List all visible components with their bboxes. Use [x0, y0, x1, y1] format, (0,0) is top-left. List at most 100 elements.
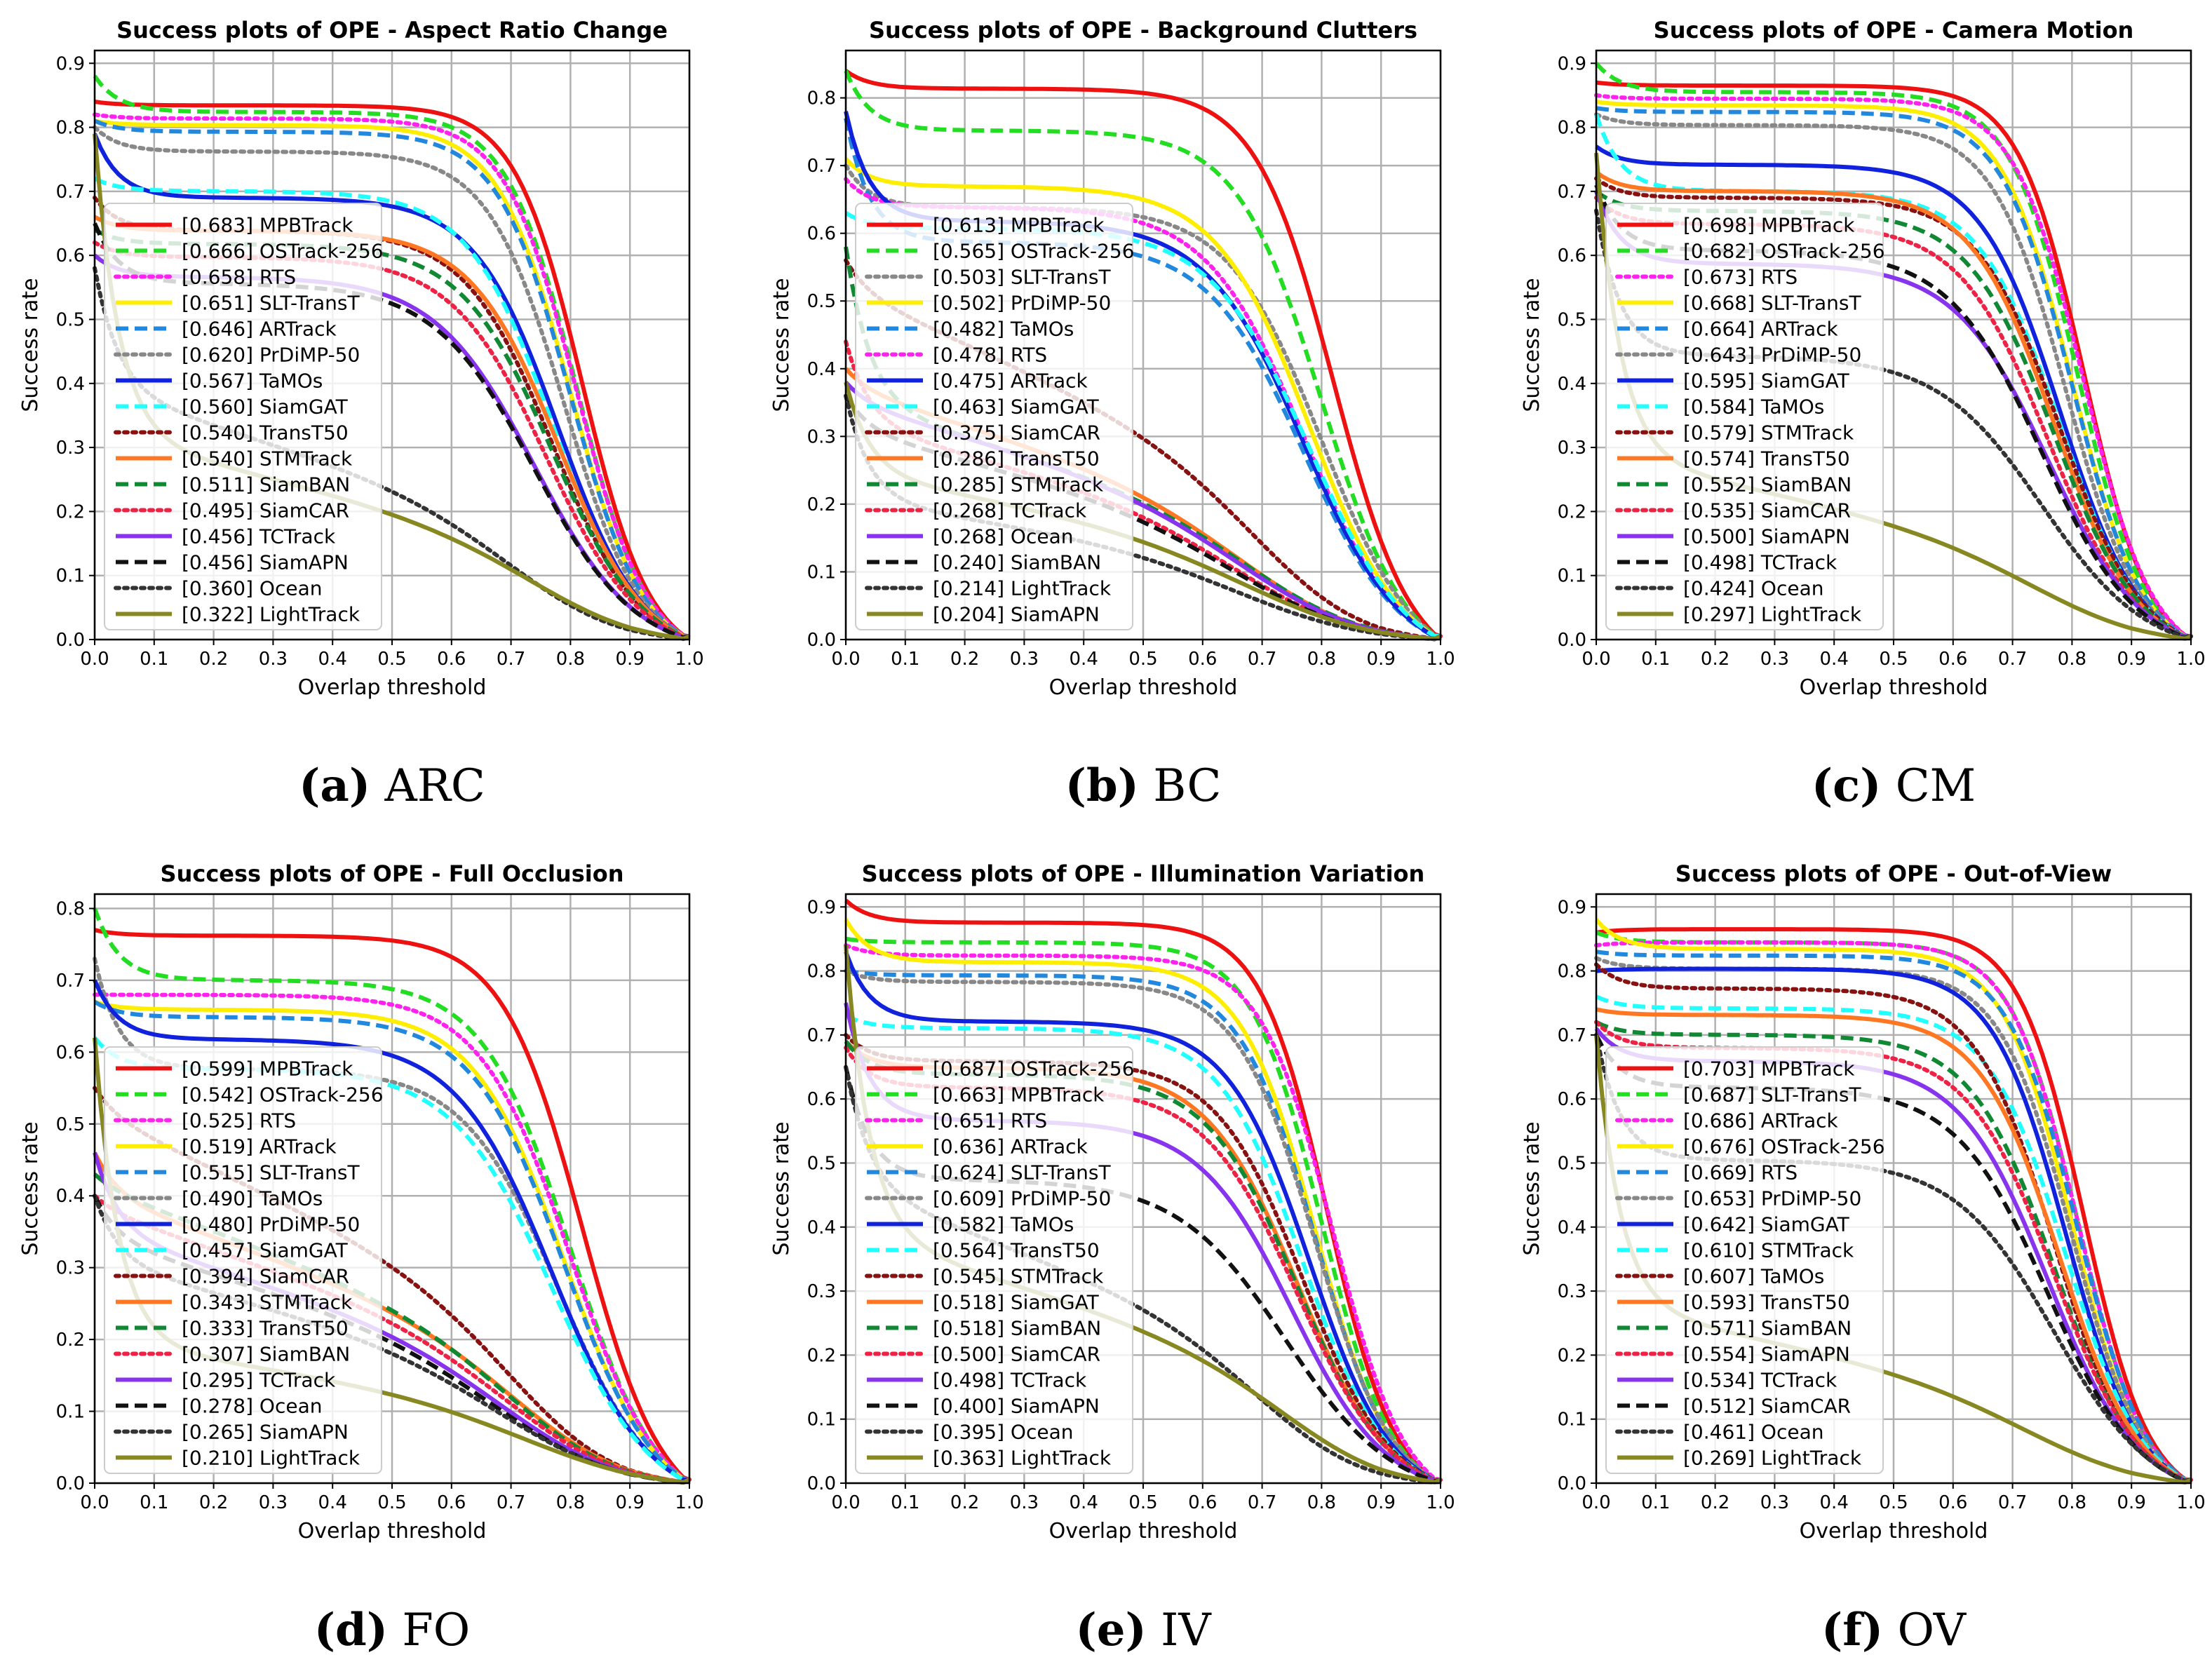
x-tick-label: 0.1	[1641, 1492, 1670, 1513]
legend-item: [0.503] SLT-TransT	[865, 266, 1111, 289]
legend-item: [0.554] SiamAPN	[1615, 1343, 1850, 1366]
x-tick-label: 0.5	[1128, 649, 1157, 670]
series-line-mpbtrack	[94, 100, 690, 639]
legend-label: [0.268] Ocean	[933, 525, 1073, 548]
legend-item: [0.210] LightTrack	[116, 1447, 360, 1470]
legend-item: [0.395] Ocean	[865, 1421, 1073, 1444]
y-tick-label: 0.3	[1558, 1281, 1586, 1302]
legend-item: [0.698] MPBTrack	[1617, 214, 1855, 237]
legend-item: [0.322] LightTrack	[116, 603, 360, 626]
y-tick-label: 0.0	[807, 1473, 836, 1494]
caption-text: OV	[1883, 1604, 1967, 1656]
legend-label: [0.673] RTS	[1683, 266, 1798, 289]
legend-label: [0.375] SiamCAR	[933, 421, 1100, 445]
y-tick-label: 0.8	[1558, 961, 1586, 982]
subfigure-caption: (a) ARC	[299, 759, 485, 812]
caption-letter: (d)	[314, 1604, 388, 1656]
chart-title: Success plots of OPE - Aspect Ratio Chan…	[116, 17, 668, 43]
legend-item: [0.498] TCTrack	[867, 1369, 1087, 1392]
legend-label: [0.278] Ocean	[182, 1395, 322, 1418]
legend-label: [0.642] SiamGAT	[1683, 1213, 1850, 1236]
x-tick-label: 0.9	[616, 1492, 645, 1513]
x-tick-label: 0.7	[1998, 1492, 2027, 1513]
legend-item: [0.669] RTS	[1617, 1161, 1798, 1184]
legend-label: [0.540] TransT50	[182, 421, 349, 445]
x-axis-label: Overlap threshold	[1049, 1519, 1238, 1543]
series-lines	[1594, 918, 2193, 1485]
x-tick-label: 0.5	[1128, 1492, 1157, 1513]
legend-item: [0.463] SiamGAT	[867, 396, 1100, 419]
legend-item: [0.482] TaMOs	[867, 318, 1074, 341]
legend-label: [0.461] Ocean	[1683, 1421, 1823, 1444]
legend-item: [0.535] SiamCAR	[1615, 499, 1851, 522]
legend-item: [0.295] TCTrack	[116, 1369, 336, 1392]
x-tick-label: 1.0	[2176, 1492, 2205, 1513]
legend-item: [0.333] TransT50	[116, 1317, 349, 1340]
legend-box	[104, 1046, 382, 1474]
legend-item: [0.515] SLT-TransT	[116, 1161, 360, 1184]
legend-item: [0.676] OSTrack-256	[1617, 1135, 1885, 1158]
y-tick-label: 0.6	[56, 245, 85, 266]
series-line-stmtrack	[1594, 176, 2193, 640]
legend-box	[1605, 203, 1884, 630]
legend-item: [0.478] RTS	[865, 344, 1047, 367]
y-tick-label: 0.6	[56, 1042, 85, 1063]
legend-label: [0.636] ARTrack	[933, 1135, 1088, 1158]
legend-label: [0.599] MPBTrack	[182, 1057, 353, 1081]
legend-item: [0.204] SiamAPN	[867, 603, 1100, 626]
legend-item: [0.534] TCTrack	[1617, 1369, 1837, 1392]
legend-item: [0.545] STMTrack	[865, 1265, 1104, 1288]
y-tick-label: 0.4	[807, 359, 836, 380]
legend-label: [0.395] Ocean	[933, 1421, 1073, 1444]
legend-label: [0.584] TaMOs	[1683, 396, 1824, 419]
legend-label: [0.394] SiamCAR	[182, 1265, 349, 1288]
legend-item: [0.540] STMTrack	[116, 447, 353, 471]
legend-item: [0.480] PrDiMP-50	[116, 1213, 360, 1236]
x-tick-label: 0.0	[1582, 649, 1610, 670]
x-tick-label: 0.0	[80, 649, 109, 670]
series-line-rts	[93, 112, 692, 639]
legend-label: [0.503] SLT-TransT	[933, 266, 1111, 289]
series-line-tamos	[93, 133, 690, 639]
legend-item: [0.461] Ocean	[1615, 1421, 1823, 1444]
legend-label: [0.686] ARTrack	[1683, 1109, 1839, 1133]
y-tick-label: 0.4	[1558, 374, 1586, 395]
y-tick-label: 0.7	[807, 156, 836, 177]
y-tick-label: 0.7	[56, 971, 85, 992]
legend-item: [0.651] SLT-TransT	[116, 292, 360, 315]
legend: [0.599] MPBTrack[0.542] OSTrack-256[0.52…	[104, 1046, 384, 1474]
legend-label: [0.511] SiamBAN	[182, 473, 350, 496]
legend-item: [0.278] Ocean	[116, 1395, 322, 1418]
legend-item: [0.500] SiamCAR	[865, 1343, 1100, 1366]
series-line-prdimp-50	[844, 968, 1443, 1482]
x-tick-label: 0.2	[199, 649, 228, 670]
y-tick-label: 0.5	[56, 1114, 85, 1135]
legend-label: [0.582] TaMOs	[933, 1213, 1074, 1236]
x-tick-label: 0.8	[1307, 649, 1336, 670]
legend: [0.687] OSTrack-256[0.663] MPBTrack[0.65…	[855, 1046, 1135, 1474]
legend-label: [0.363] LightTrack	[933, 1447, 1112, 1470]
y-tick-label: 0.4	[56, 374, 85, 395]
subfigure-caption: (d) FO	[314, 1604, 471, 1656]
y-tick-label: 0.2	[56, 1330, 85, 1351]
legend-label: [0.515] SLT-TransT	[182, 1161, 360, 1184]
legend-item: [0.400] SiamAPN	[867, 1395, 1100, 1418]
legend-label: [0.495] SiamCAR	[182, 499, 349, 522]
series-line-siamgat	[1596, 966, 2192, 1482]
legend-item: [0.584] TaMOs	[1617, 396, 1824, 419]
series-line-transt50	[1596, 1007, 2192, 1483]
x-tick-label: 0.4	[318, 1492, 347, 1513]
caption-text: CM	[1881, 760, 1976, 812]
y-tick-label: 0.7	[1558, 182, 1586, 203]
x-tick-label: 0.2	[199, 1492, 228, 1513]
chart-title: Success plots of OPE - Camera Motion	[1654, 17, 2134, 43]
x-tick-label: 0.9	[616, 649, 645, 670]
legend-label: [0.204] SiamAPN	[933, 603, 1100, 626]
y-tick-label: 0.9	[56, 53, 85, 74]
legend-label: [0.457] SiamGAT	[182, 1239, 349, 1262]
legend-label: [0.664] ARTrack	[1683, 318, 1839, 341]
legend-item: [0.658] RTS	[114, 266, 296, 289]
legend-item: [0.651] RTS	[865, 1109, 1047, 1133]
legend-item: [0.285] STMTrack	[867, 473, 1104, 496]
legend-label: [0.593] TransT50	[1683, 1291, 1850, 1314]
